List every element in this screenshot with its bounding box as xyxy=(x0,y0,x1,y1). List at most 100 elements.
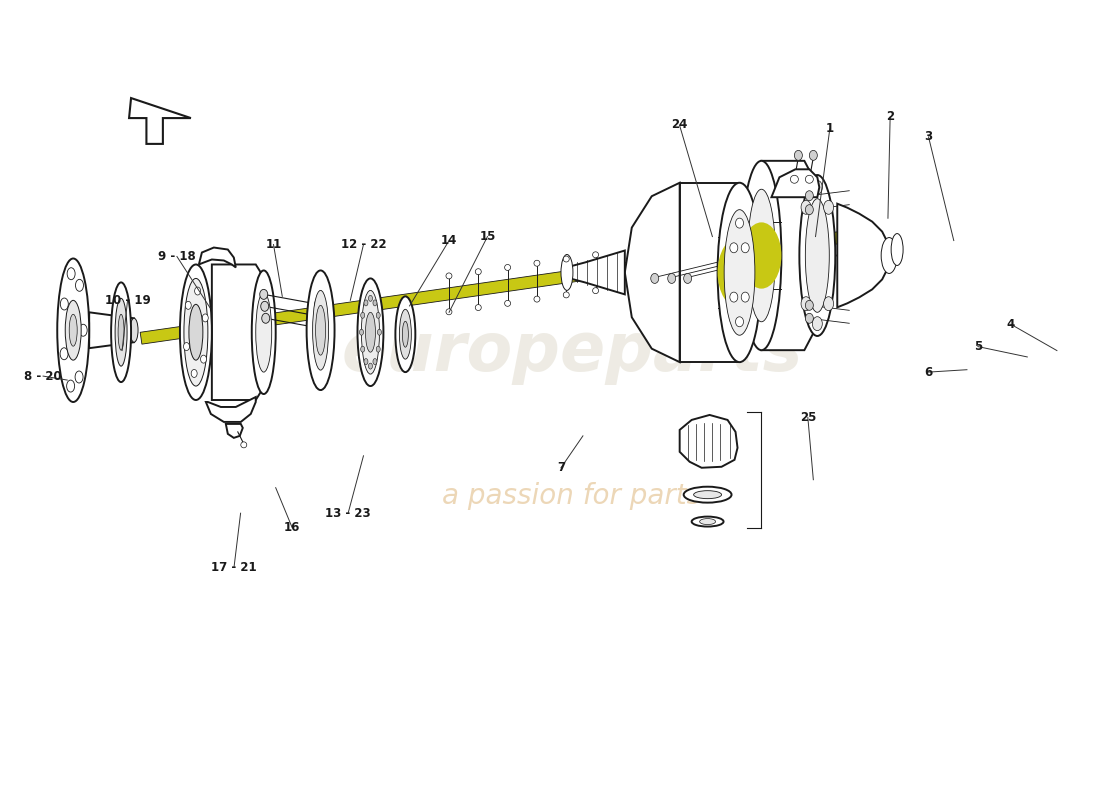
Ellipse shape xyxy=(741,242,749,253)
Polygon shape xyxy=(89,312,134,348)
Ellipse shape xyxy=(362,290,380,374)
Text: 10 - 19: 10 - 19 xyxy=(104,294,151,307)
Polygon shape xyxy=(625,182,680,362)
Ellipse shape xyxy=(741,292,749,302)
Ellipse shape xyxy=(563,292,570,298)
Ellipse shape xyxy=(741,161,781,350)
Ellipse shape xyxy=(60,348,68,360)
Ellipse shape xyxy=(475,305,482,310)
Ellipse shape xyxy=(805,205,813,214)
Text: a passion for parts: a passion for parts xyxy=(442,482,702,510)
Ellipse shape xyxy=(736,317,744,326)
Polygon shape xyxy=(129,98,191,144)
Ellipse shape xyxy=(111,282,131,382)
Ellipse shape xyxy=(505,300,510,306)
Ellipse shape xyxy=(67,380,75,392)
Ellipse shape xyxy=(684,486,732,502)
Ellipse shape xyxy=(810,150,817,160)
Ellipse shape xyxy=(561,254,573,290)
Ellipse shape xyxy=(805,175,813,183)
Ellipse shape xyxy=(368,363,373,369)
Ellipse shape xyxy=(694,490,722,498)
Text: 2: 2 xyxy=(887,110,894,123)
Ellipse shape xyxy=(185,302,191,310)
Ellipse shape xyxy=(60,298,68,310)
Ellipse shape xyxy=(800,175,835,336)
Polygon shape xyxy=(680,182,739,362)
Ellipse shape xyxy=(724,210,755,335)
Text: 16: 16 xyxy=(284,521,300,534)
Ellipse shape xyxy=(748,190,775,322)
Ellipse shape xyxy=(593,252,598,258)
Ellipse shape xyxy=(116,298,128,366)
Ellipse shape xyxy=(358,278,384,386)
Ellipse shape xyxy=(200,355,207,363)
Text: 25: 25 xyxy=(800,411,816,424)
Ellipse shape xyxy=(805,314,813,323)
Ellipse shape xyxy=(316,306,326,355)
Ellipse shape xyxy=(475,269,482,274)
Ellipse shape xyxy=(373,300,377,306)
Polygon shape xyxy=(680,415,737,468)
Polygon shape xyxy=(771,170,820,198)
Ellipse shape xyxy=(312,290,329,370)
Text: 1: 1 xyxy=(826,122,834,135)
Ellipse shape xyxy=(593,288,598,294)
Ellipse shape xyxy=(262,314,270,323)
Text: 7: 7 xyxy=(557,462,565,474)
Ellipse shape xyxy=(260,290,267,299)
Ellipse shape xyxy=(76,279,84,291)
Ellipse shape xyxy=(805,190,813,201)
Ellipse shape xyxy=(361,312,365,318)
Polygon shape xyxy=(140,226,874,344)
Text: 13 - 23: 13 - 23 xyxy=(326,506,371,520)
Ellipse shape xyxy=(376,346,381,352)
Ellipse shape xyxy=(446,273,452,279)
Ellipse shape xyxy=(794,150,802,160)
Ellipse shape xyxy=(700,518,716,525)
Ellipse shape xyxy=(315,299,322,310)
Text: 14: 14 xyxy=(441,234,458,247)
Ellipse shape xyxy=(317,323,324,334)
Ellipse shape xyxy=(812,317,823,330)
Ellipse shape xyxy=(365,312,375,352)
Ellipse shape xyxy=(717,237,761,308)
Ellipse shape xyxy=(69,314,77,346)
Text: 11: 11 xyxy=(265,238,282,251)
Text: 9 - 18: 9 - 18 xyxy=(158,250,196,263)
Ellipse shape xyxy=(824,200,834,214)
Text: 24: 24 xyxy=(671,118,688,131)
Ellipse shape xyxy=(79,324,87,336)
Text: 15: 15 xyxy=(480,230,496,243)
Ellipse shape xyxy=(252,270,276,394)
Text: europeparts: europeparts xyxy=(341,319,803,385)
Ellipse shape xyxy=(801,297,811,310)
Polygon shape xyxy=(206,397,255,422)
Ellipse shape xyxy=(307,270,334,390)
Ellipse shape xyxy=(373,358,377,365)
Text: 6: 6 xyxy=(924,366,933,378)
Ellipse shape xyxy=(812,180,823,194)
Ellipse shape xyxy=(824,297,834,310)
Ellipse shape xyxy=(563,256,570,262)
Ellipse shape xyxy=(403,322,408,347)
Ellipse shape xyxy=(791,175,799,183)
Polygon shape xyxy=(837,204,889,307)
Ellipse shape xyxy=(195,287,200,295)
Ellipse shape xyxy=(395,296,416,372)
Text: 3: 3 xyxy=(924,130,933,143)
Ellipse shape xyxy=(684,274,692,283)
Ellipse shape xyxy=(729,242,738,253)
Ellipse shape xyxy=(255,292,272,372)
Ellipse shape xyxy=(191,370,197,378)
Ellipse shape xyxy=(360,330,363,335)
Polygon shape xyxy=(212,265,264,400)
Ellipse shape xyxy=(805,300,813,310)
Text: 4: 4 xyxy=(1006,318,1015,330)
Ellipse shape xyxy=(241,442,246,448)
Ellipse shape xyxy=(180,265,212,400)
Ellipse shape xyxy=(651,274,659,283)
Ellipse shape xyxy=(364,358,368,365)
Ellipse shape xyxy=(377,330,382,335)
Ellipse shape xyxy=(376,312,381,318)
